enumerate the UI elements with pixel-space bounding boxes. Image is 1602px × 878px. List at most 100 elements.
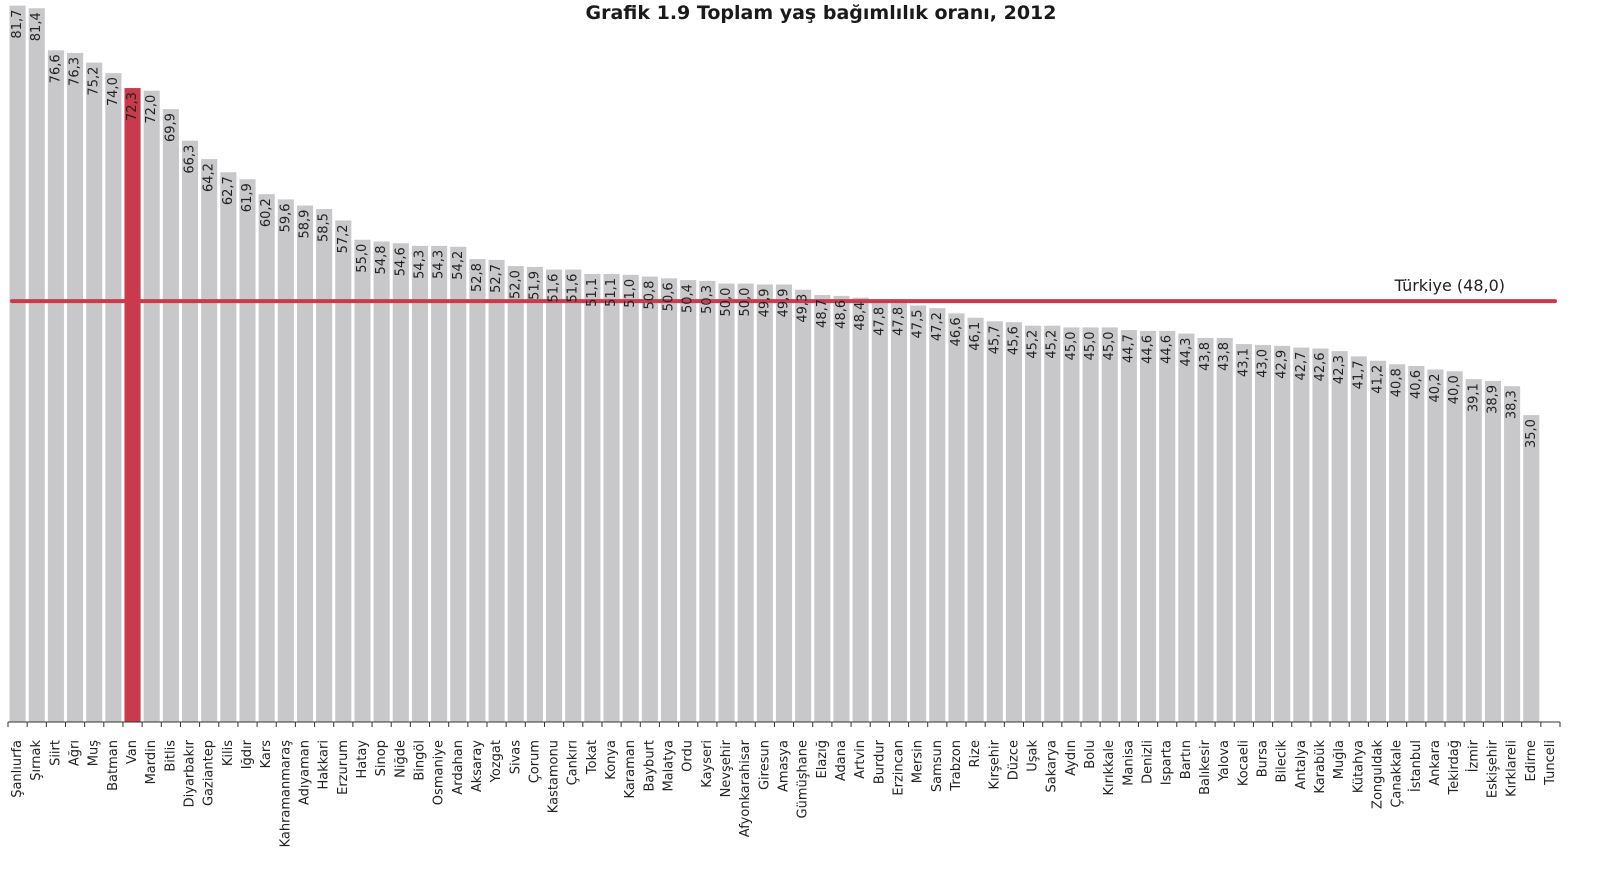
- category-label-44: Artvin: [853, 740, 868, 779]
- value-label-52: 45,6: [1006, 326, 1021, 355]
- bar-28: [546, 269, 563, 722]
- value-label-2: 76,6: [48, 54, 63, 83]
- bar-33: [641, 276, 658, 722]
- category-label-45: Burdur: [872, 739, 887, 784]
- value-label-37: 50,0: [719, 288, 734, 317]
- value-label-56: 45,0: [1083, 331, 1098, 360]
- reference-line-label: Türkiye (48,0): [1393, 276, 1505, 295]
- value-label-67: 42,7: [1294, 352, 1309, 381]
- category-label-4: Muş: [87, 740, 102, 766]
- value-label-20: 54,6: [393, 247, 408, 276]
- value-label-15: 58,9: [297, 210, 312, 239]
- value-label-72: 40,8: [1390, 368, 1405, 397]
- bar-42: [814, 294, 831, 722]
- bar-71: [1369, 360, 1387, 722]
- category-label-25: Yozgat: [489, 740, 504, 783]
- bar-79: [1523, 415, 1540, 722]
- bar-12: [239, 179, 256, 722]
- value-label-23: 54,2: [451, 251, 466, 280]
- category-label-59: Denizli: [1141, 740, 1156, 784]
- bar-75: [1446, 371, 1463, 722]
- bar-78: [1504, 386, 1521, 722]
- bar-32: [622, 274, 639, 722]
- value-label-76: 39,1: [1466, 383, 1481, 412]
- bar-70: [1350, 356, 1367, 722]
- value-label-11: 62,7: [221, 176, 236, 205]
- category-label-32: Karaman: [623, 740, 638, 798]
- value-label-64: 43,1: [1236, 348, 1251, 377]
- bar-36: [699, 280, 716, 722]
- bar-26: [507, 266, 524, 722]
- category-label-76: İzmir: [1465, 739, 1481, 772]
- bar-45: [871, 302, 888, 722]
- category-label-9: Diyarbakır: [183, 739, 198, 807]
- category-label-65: Bursa: [1256, 740, 1271, 777]
- value-label-50: 46,1: [968, 322, 983, 351]
- bar-51: [986, 321, 1003, 722]
- value-label-61: 44,3: [1179, 338, 1194, 367]
- value-label-66: 42,9: [1275, 350, 1290, 379]
- bar-73: [1408, 366, 1425, 722]
- bar-66: [1274, 345, 1291, 722]
- category-label-15: Adıyaman: [297, 740, 312, 805]
- value-label-0: 81,7: [10, 10, 25, 39]
- category-label-39: Giresun: [757, 740, 772, 790]
- value-label-36: 50,3: [700, 285, 715, 314]
- value-label-54: 45,2: [1045, 330, 1060, 359]
- bar-54: [1044, 325, 1061, 722]
- category-label-33: Bayburt: [642, 740, 657, 792]
- value-label-68: 42,6: [1313, 352, 1328, 381]
- bar-0: [9, 5, 26, 722]
- bar-47: [910, 305, 927, 722]
- category-label-1: Şırnak: [29, 740, 44, 781]
- value-label-55: 45,0: [1064, 331, 1079, 360]
- category-label-42: Elazığ: [815, 740, 830, 778]
- value-label-9: 66,3: [183, 145, 198, 174]
- value-label-53: 45,2: [1026, 330, 1041, 359]
- category-label-20: Niğde: [393, 740, 408, 778]
- category-label-51: Kırşehir: [987, 739, 1002, 789]
- bar-46: [890, 302, 908, 722]
- category-label-74: Ankara: [1428, 740, 1443, 786]
- bars-group: [9, 5, 1540, 723]
- category-label-79: Edirne: [1524, 740, 1539, 781]
- bar-40: [775, 284, 793, 722]
- bar-72: [1389, 364, 1406, 722]
- category-label-54: Sakarya: [1045, 740, 1060, 793]
- bar-74: [1427, 369, 1444, 722]
- category-label-22: Osmaniye: [432, 740, 447, 805]
- category-label-80: Tunceli: [1543, 740, 1558, 786]
- value-label-12: 61,9: [240, 183, 255, 212]
- bar-34: [660, 278, 678, 722]
- value-label-28: 51,6: [547, 274, 562, 303]
- bar-37: [718, 283, 735, 722]
- value-label-31: 51,1: [604, 278, 619, 307]
- value-label-47: 47,5: [911, 310, 926, 339]
- category-label-71: Zonguldak: [1370, 740, 1385, 809]
- value-label-65: 43,0: [1256, 349, 1271, 378]
- bar-25: [488, 259, 505, 722]
- value-label-40: 49,9: [777, 288, 792, 317]
- value-labels-group: 81,7 81,4 76,6 76,3 75,2 74,0 72,3 72,0 69,9 66,3…: [10, 10, 1539, 448]
- category-label-40: Amasya: [777, 740, 792, 792]
- category-label-57: Kırıkkale: [1102, 740, 1117, 796]
- category-label-10: Gaziantep: [202, 740, 217, 806]
- bar-44: [852, 297, 869, 722]
- bar-57: [1101, 327, 1118, 722]
- bar-43: [833, 295, 850, 722]
- value-label-5: 74,0: [106, 77, 121, 106]
- bar-29: [565, 269, 582, 722]
- bar-19: [373, 241, 390, 722]
- value-label-27: 51,9: [527, 271, 542, 300]
- category-label-67: Antalya: [1294, 740, 1309, 789]
- value-label-48: 47,2: [930, 312, 945, 341]
- category-label-77: Eskişehir: [1485, 739, 1500, 798]
- value-label-41: 49,3: [796, 294, 811, 323]
- category-label-26: Sivas: [508, 740, 523, 775]
- bar-6: [124, 88, 141, 723]
- value-label-42: 48,7: [815, 299, 830, 328]
- value-label-58: 44,7: [1121, 334, 1136, 363]
- value-label-60: 44,6: [1160, 335, 1175, 364]
- value-label-19: 54,8: [374, 245, 389, 274]
- bar-13: [258, 194, 275, 722]
